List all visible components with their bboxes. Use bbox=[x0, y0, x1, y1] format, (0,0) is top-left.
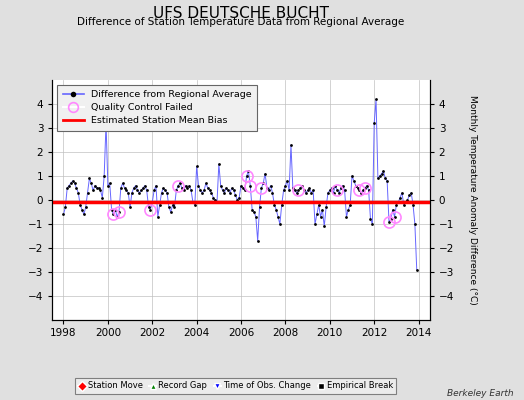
Legend: Station Move, Record Gap, Time of Obs. Change, Empirical Break: Station Move, Record Gap, Time of Obs. C… bbox=[75, 378, 397, 394]
Legend: Difference from Regional Average, Quality Control Failed, Estimated Station Mean: Difference from Regional Average, Qualit… bbox=[57, 85, 257, 131]
Text: Berkeley Earth: Berkeley Earth bbox=[447, 389, 514, 398]
Y-axis label: Monthly Temperature Anomaly Difference (°C): Monthly Temperature Anomaly Difference (… bbox=[468, 95, 477, 305]
Text: Difference of Station Temperature Data from Regional Average: Difference of Station Temperature Data f… bbox=[78, 17, 405, 27]
Text: UFS DEUTSCHE BUCHT: UFS DEUTSCHE BUCHT bbox=[153, 6, 329, 21]
